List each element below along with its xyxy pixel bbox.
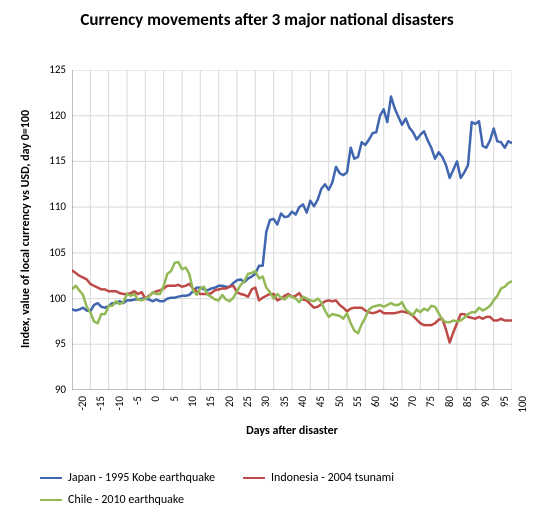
- legend-item: Indonesia - 2004 tsunami: [243, 471, 394, 485]
- x-tick-label: 65: [388, 396, 401, 426]
- legend-label: Japan - 1995 Kobe earthquake: [68, 471, 215, 485]
- legend: Japan - 1995 Kobe earthquake Indonesia - …: [40, 471, 514, 507]
- x-tick-label: -15: [94, 396, 107, 426]
- legend-label: Chile - 2010 earthquake: [68, 493, 184, 507]
- x-tick-label: 30: [259, 396, 272, 426]
- chart-container: { "title": "Currency movements after 3 m…: [0, 0, 534, 515]
- chart-title: Currency movements after 3 major nationa…: [0, 10, 534, 30]
- x-tick-label: 85: [461, 396, 474, 426]
- y-tick-label: 95: [55, 337, 66, 350]
- x-tick-label: 5: [168, 396, 181, 426]
- x-tick-label: -10: [113, 396, 126, 426]
- x-tick-label: 50: [333, 396, 346, 426]
- legend-item: Japan - 1995 Kobe earthquake: [40, 471, 215, 485]
- x-tick-label: -20: [76, 396, 89, 426]
- x-tick-label: 100: [516, 396, 529, 426]
- x-tick-label: 95: [498, 396, 511, 426]
- y-tick-label: 100: [49, 292, 66, 305]
- x-tick-label: 45: [314, 396, 327, 426]
- y-tick-label: 105: [49, 246, 66, 259]
- y-tick-label: 120: [49, 109, 66, 122]
- x-tick-label: -5: [131, 396, 144, 426]
- x-tick-label: 35: [278, 396, 291, 426]
- y-tick-label: 110: [49, 200, 66, 213]
- x-tick-label: 70: [406, 396, 419, 426]
- x-tick-label: 80: [443, 396, 456, 426]
- legend-item: Chile - 2010 earthquake: [40, 493, 184, 507]
- y-tick-label: 115: [49, 154, 66, 167]
- x-tick-label: 0: [149, 396, 162, 426]
- y-tick-label: 125: [49, 63, 66, 76]
- plot-area: [72, 70, 512, 390]
- x-tick-label: 55: [351, 396, 364, 426]
- legend-swatch: [40, 477, 62, 480]
- legend-swatch: [40, 499, 62, 502]
- x-tick-label: 15: [204, 396, 217, 426]
- x-tick-label: 10: [186, 396, 199, 426]
- x-axis-label: Days after disaster: [72, 424, 512, 438]
- y-tick-label: 90: [55, 383, 66, 396]
- x-tick-label: 90: [479, 396, 492, 426]
- legend-swatch: [243, 477, 265, 480]
- x-tick-label: 75: [424, 396, 437, 426]
- legend-label: Indonesia - 2004 tsunami: [271, 471, 394, 485]
- x-tick-label: 40: [296, 396, 309, 426]
- y-axis-label: Index, value of local currency vs USD, d…: [19, 69, 33, 389]
- x-tick-label: 20: [223, 396, 236, 426]
- x-tick-label: 25: [241, 396, 254, 426]
- x-tick-label: 60: [369, 396, 382, 426]
